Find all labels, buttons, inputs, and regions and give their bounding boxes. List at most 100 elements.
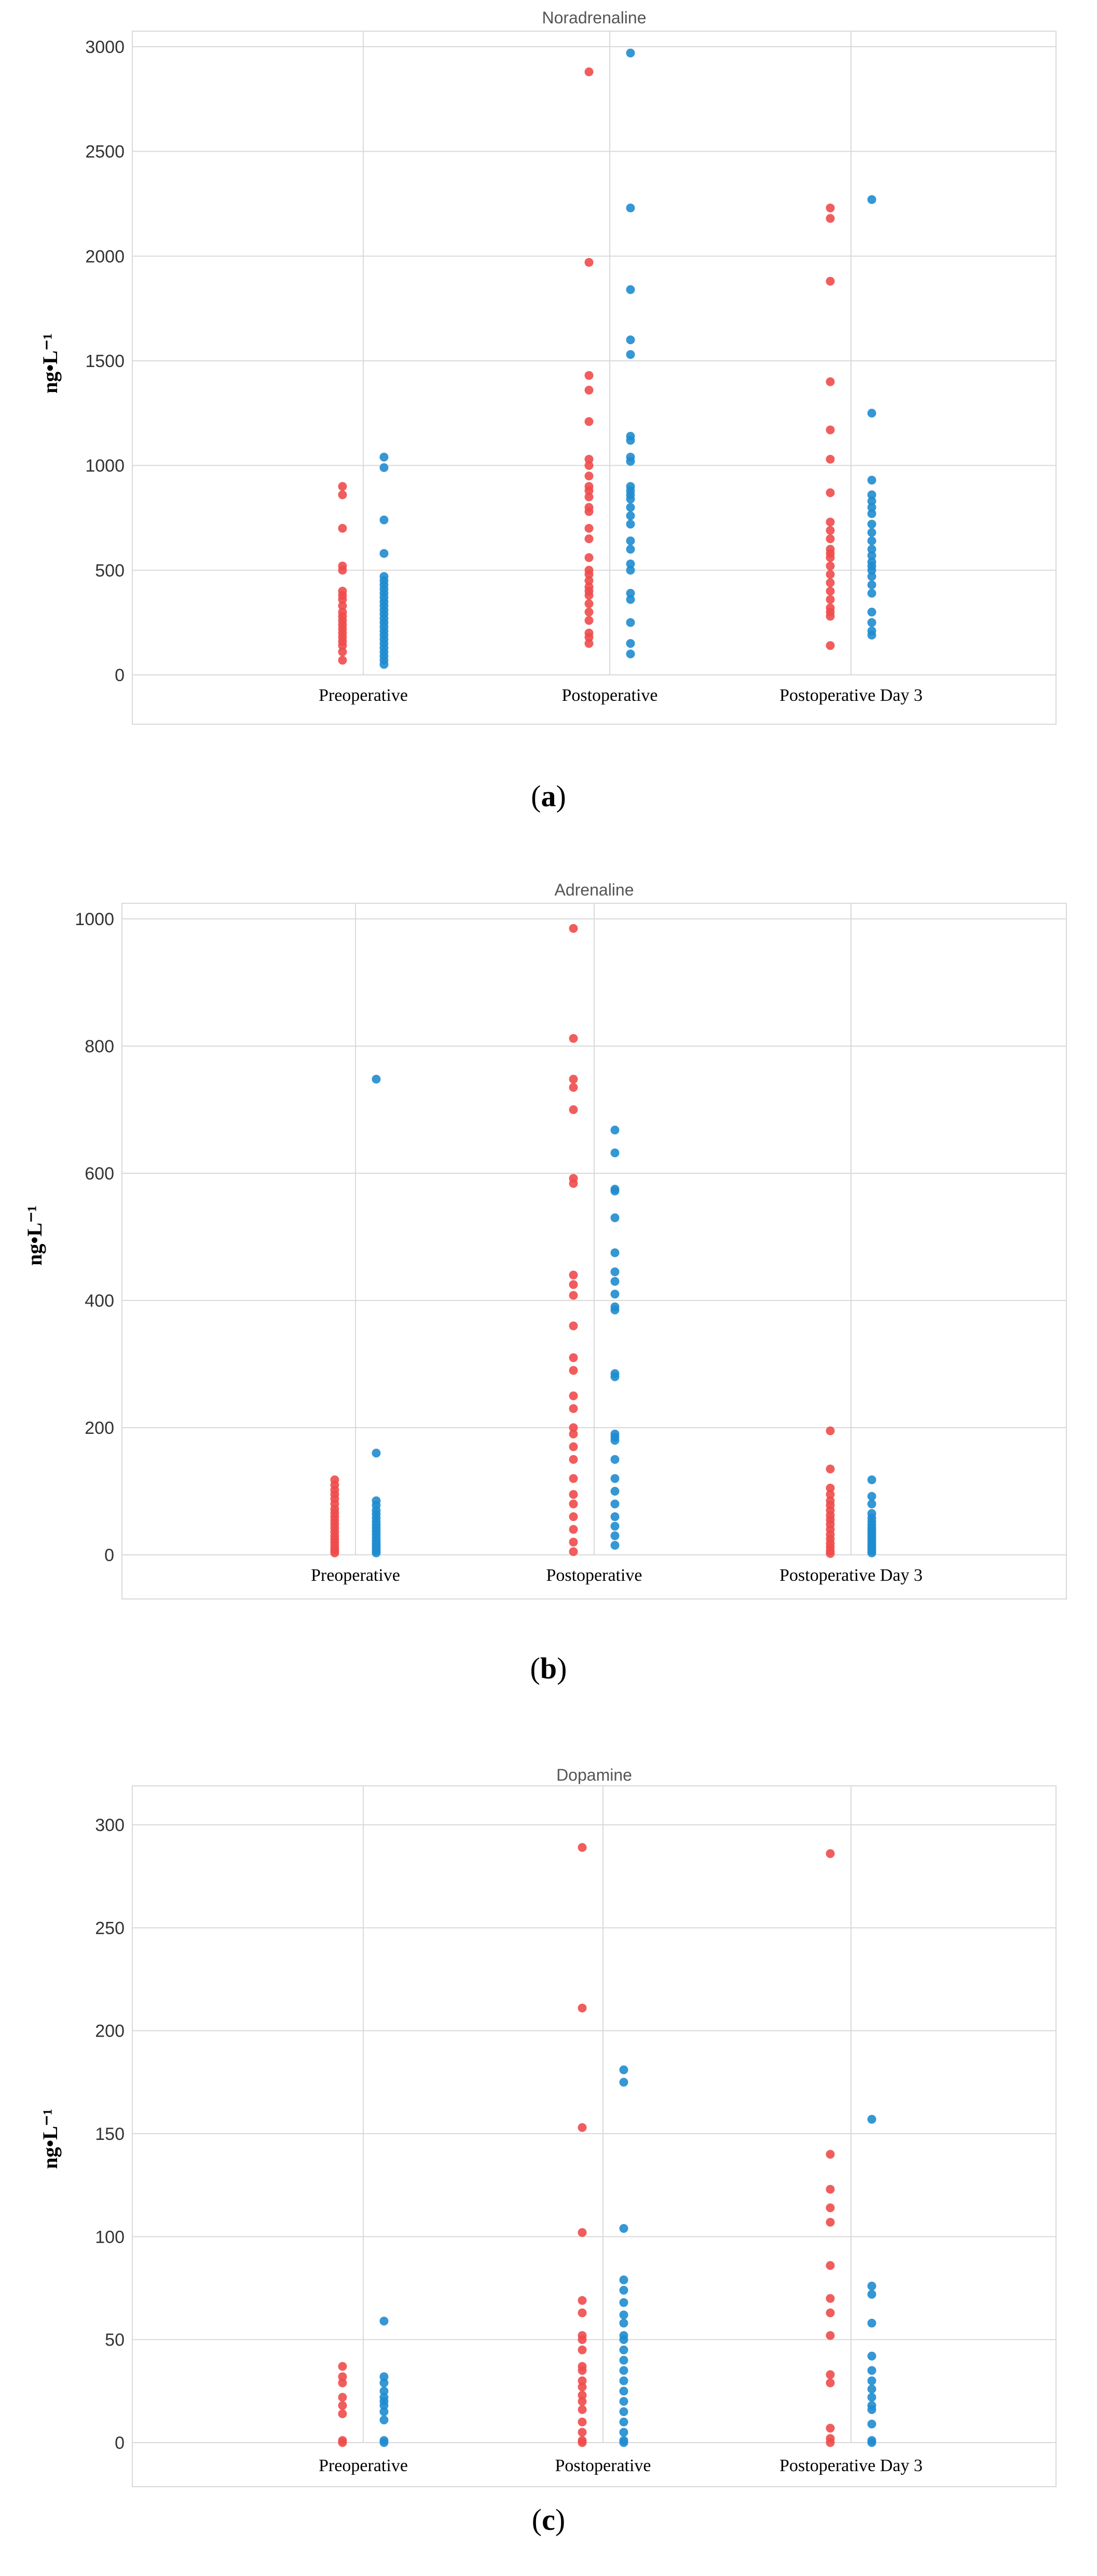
data-point-group2 [867, 520, 876, 529]
data-point-group1 [826, 214, 835, 223]
data-point-group1 [338, 656, 347, 665]
data-point-group2 [379, 2438, 389, 2447]
data-point-group2 [379, 2378, 389, 2388]
y-tick-label: 150 [95, 2124, 125, 2144]
data-point-group2 [626, 494, 635, 504]
x-category-label: Postoperative Day 3 [779, 2456, 923, 2475]
y-tick-label: 300 [95, 1815, 125, 1835]
data-point-group1 [578, 2391, 587, 2400]
data-point-group2 [626, 536, 635, 546]
data-point-group2 [379, 2387, 389, 2396]
data-point-group2 [610, 1522, 620, 1531]
data-point-group2 [610, 1436, 620, 1445]
data-point-group2 [867, 476, 876, 485]
data-point-group1 [826, 377, 835, 386]
data-point-group2 [619, 2285, 628, 2295]
data-point-group2 [619, 2335, 628, 2344]
data-point-group2 [619, 2417, 628, 2426]
data-point-group1 [826, 2308, 835, 2317]
data-point-group1 [826, 526, 835, 535]
data-point-group1 [584, 591, 594, 600]
x-category-label: Postoperative Day 3 [779, 686, 923, 705]
data-point-group1 [584, 632, 594, 642]
data-point-group2 [619, 2345, 628, 2354]
data-point-group2 [619, 2428, 628, 2437]
data-point-group2 [867, 589, 876, 598]
data-point-group2 [867, 2438, 876, 2447]
data-point-group1 [569, 1034, 578, 1043]
y-tick-label: 800 [85, 1037, 114, 1056]
data-point-group2 [610, 1186, 620, 1196]
data-point-group1 [826, 2370, 835, 2379]
data-point-group2 [379, 2407, 389, 2416]
y-tick-label: 250 [95, 1918, 125, 1938]
data-point-group1 [569, 1538, 578, 1547]
data-point-group1 [569, 1525, 578, 1534]
y-tick-label: 400 [85, 1291, 114, 1311]
data-point-group2 [372, 1448, 381, 1458]
adrenaline-chart: 0 200 400 600 800 1000 Adrenaline ng•L⁻¹ Preoper… [23, 880, 1067, 1599]
data-point-group1 [578, 2376, 587, 2385]
data-point-group1 [569, 1075, 578, 1084]
data-point-group2 [626, 350, 635, 359]
data-point-group1 [578, 1843, 587, 1852]
data-point-group1 [826, 488, 835, 497]
data-point-group2 [610, 1305, 620, 1314]
data-point-group2 [867, 2393, 876, 2402]
data-point-group2 [610, 1148, 620, 1158]
data-point-group2 [867, 2366, 876, 2375]
data-point-group2 [619, 2376, 628, 2385]
data-point-group2 [610, 1455, 620, 1464]
data-point-group2 [619, 2224, 628, 2233]
data-point-group1 [578, 2003, 587, 2013]
data-point-group2 [867, 2376, 876, 2385]
data-point-group1 [578, 2296, 587, 2305]
data-point-group1 [584, 507, 594, 516]
data-point-group2 [867, 2289, 876, 2299]
data-point-group2 [372, 1075, 381, 1084]
data-point-group1 [578, 2417, 587, 2426]
data-point-group1 [826, 2203, 835, 2213]
data-point-group2 [626, 559, 635, 568]
data-point-group2 [619, 2397, 628, 2406]
data-point-group2 [626, 589, 635, 598]
data-point-group2 [626, 204, 635, 213]
data-point-group1 [578, 2345, 587, 2354]
data-point-group2 [867, 551, 876, 560]
data-point-group1 [338, 490, 347, 499]
data-point-group2 [626, 545, 635, 554]
y-tick-label: 600 [85, 1164, 114, 1184]
data-point-group2 [867, 618, 876, 627]
data-point-group2 [379, 660, 389, 669]
y-tick-label: 0 [104, 1545, 114, 1565]
data-point-group2 [610, 1487, 620, 1496]
data-point-group1 [569, 1353, 578, 1362]
data-point-group2 [610, 1213, 620, 1223]
data-point-group2 [619, 2387, 628, 2396]
data-point-group2 [867, 607, 876, 617]
caption-a: (a) [531, 779, 566, 813]
data-point-group2 [379, 453, 389, 462]
data-point-group1 [826, 1483, 835, 1493]
data-point-group2 [626, 48, 635, 58]
data-point-group2 [867, 1548, 876, 1557]
y-tick-label: 1000 [85, 456, 125, 476]
data-point-group2 [626, 335, 635, 345]
data-point-group1 [569, 1179, 578, 1188]
data-point-group1 [584, 385, 594, 395]
data-point-group2 [867, 1475, 876, 1484]
data-point-group1 [569, 1499, 578, 1509]
data-point-group1 [584, 257, 594, 267]
data-point-group1 [826, 553, 835, 562]
data-point-group2 [619, 2407, 628, 2416]
data-point-group2 [379, 549, 389, 558]
y-tick-label: 200 [85, 1418, 114, 1438]
panel-dopamine: 0 50 100 150 200 250 300 Dopamine ng•L⁻¹ Preopera… [0, 1724, 1097, 2576]
dopamine-chart: 0 50 100 150 200 250 300 Dopamine ng•L⁻¹ Preopera… [38, 1766, 1057, 2487]
data-point-group1 [578, 2382, 587, 2392]
data-point-group1 [584, 455, 594, 464]
data-point-group2 [867, 580, 876, 590]
data-point-group1 [569, 1423, 578, 1432]
data-point-group1 [584, 471, 594, 481]
data-point-group1 [338, 601, 347, 611]
